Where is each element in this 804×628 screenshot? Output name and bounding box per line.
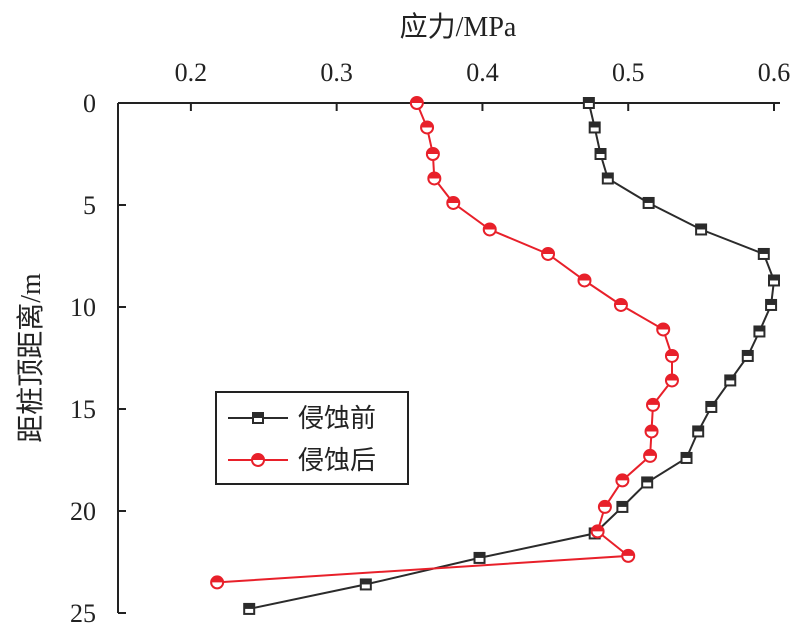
data-point-fill [595,149,606,154]
legend-marker-fill [252,454,264,460]
x-tick-label: 0.5 [612,58,645,87]
data-point-fill [693,426,704,432]
data-point-fill [758,248,769,254]
data-point-fill [617,501,628,507]
data-point-fill [542,247,555,254]
x-tick-label: 0.2 [175,58,208,87]
data-point-fill [474,552,485,558]
x-tick-label: 0.4 [466,58,499,87]
data-point-fill [742,350,753,356]
data-point-fill [211,576,224,583]
data-point-fill [598,500,611,507]
data-point-fill [657,323,670,330]
series-line [248,102,776,610]
x-axis-ticks: 0.2 0.3 0.4 0.5 0.6 [175,58,791,111]
data-point-fill [696,224,707,230]
legend-label: 侵蚀后 [298,446,376,475]
data-point-fill [766,299,777,305]
data-point-fill [754,326,765,332]
data-point-fill [360,579,371,585]
y-tick-label: 0 [83,89,96,118]
data-point-fill [769,275,779,281]
data-point-fill [447,196,460,203]
legend-box [215,391,409,485]
data-point-fill [591,525,604,532]
data-point-fill [706,401,717,407]
y-tick-label: 5 [83,191,96,220]
data-point-fill [244,603,255,609]
data-point-fill [426,148,439,154]
data-point-fill [614,298,627,305]
data-point-fill [578,274,591,281]
y-tick-label: 10 [70,293,96,322]
data-point-fill [647,398,660,405]
x-axis-title: 应力/MPa [400,11,517,43]
series-layer [210,96,780,615]
data-point-fill [410,97,423,103]
data-point-fill [616,474,629,481]
y-tick-label: 25 [70,599,96,628]
legend-item: 侵蚀前 [228,404,376,433]
data-point-fill [428,172,441,179]
data-point-fill [644,449,657,456]
data-point-fill [643,197,654,203]
data-point-fill [725,375,736,381]
y-tick-label: 15 [70,395,96,424]
x-tick-label: 0.6 [758,58,791,87]
legend-marker-fill [253,413,263,418]
series-1 [243,97,780,615]
data-point-fill [642,477,653,483]
data-point-fill [665,349,678,356]
series-2 [210,96,679,590]
data-point-fill [583,98,594,103]
x-tick-label: 0.3 [320,58,353,87]
legend-label: 侵蚀前 [298,404,376,433]
y-axis-ticks: 0 5 10 15 20 25 [70,89,126,628]
data-point-fill [589,122,600,128]
data-point-fill [665,374,678,381]
data-point-fill [602,173,613,179]
data-point-fill [622,549,635,556]
data-point-fill [681,452,692,458]
data-point-fill [645,425,658,432]
y-axis-title: 距桩顶距离/m [15,273,47,443]
data-point-fill [421,121,434,128]
legend-item: 侵蚀后 [228,446,376,475]
y-tick-label: 20 [70,497,96,526]
data-point-fill [483,223,496,230]
